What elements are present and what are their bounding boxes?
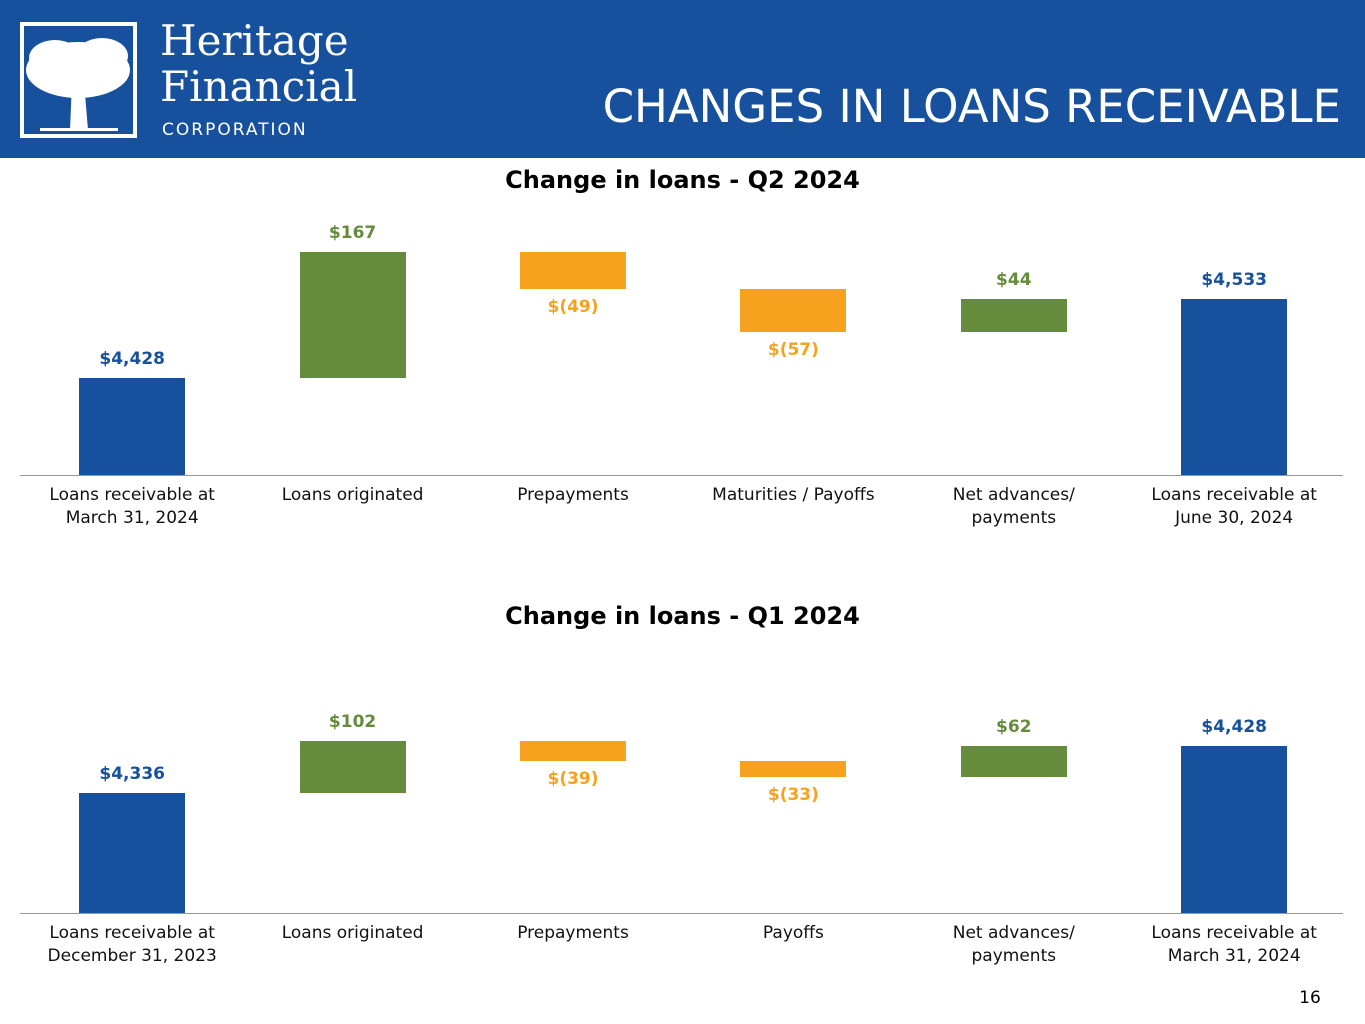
- x-tick-label: Maturities / Payoffs: [712, 485, 875, 505]
- company-sub: CORPORATION: [162, 120, 308, 140]
- header-bar: Heritage Financial CORPORATION CHANGES I…: [0, 0, 1365, 158]
- bar: [1181, 298, 1288, 475]
- value-label: $(57): [767, 339, 819, 360]
- x-tick-label: Net advances/ payments: [952, 485, 1075, 528]
- x-tick-label: Prepayments: [517, 485, 629, 505]
- logo: [20, 22, 137, 138]
- value-label: $(39): [547, 768, 599, 789]
- page-number: 16: [1299, 988, 1321, 1008]
- value-label: $4,336: [99, 763, 165, 784]
- x-axis: [20, 913, 1343, 914]
- value-label: $4,428: [1201, 716, 1267, 737]
- x-tick-label: Loans originated: [281, 923, 424, 943]
- value-label: $(49): [547, 296, 599, 317]
- bar: [520, 740, 626, 761]
- value-label: $62: [996, 716, 1032, 737]
- value-label: $44: [996, 269, 1032, 290]
- bar: [299, 251, 406, 379]
- x-tick-label: Loans receivable at March 31, 2024: [1151, 923, 1317, 966]
- company-line: Heritage: [160, 16, 349, 65]
- x-tick-label: Net advances/ payments: [952, 923, 1075, 966]
- bar: [960, 745, 1067, 778]
- bar: [79, 792, 186, 913]
- x-tick-label: Loans receivable at December 31, 2023: [47, 923, 217, 966]
- x-tick-label: Prepayments: [517, 923, 629, 943]
- bar: [740, 760, 847, 778]
- value-label: $4,428: [99, 349, 165, 370]
- x-tick-label: Loans receivable at June 30, 2024: [1151, 485, 1317, 528]
- bar: [960, 298, 1067, 332]
- x-axis: [20, 475, 1343, 476]
- value-label: $(33): [767, 785, 819, 806]
- value-label: $167: [328, 222, 377, 243]
- bar: [740, 288, 847, 332]
- bar: [520, 251, 626, 289]
- chart-title: Change in loans - Q1 2024: [505, 602, 860, 630]
- company-line: Financial: [160, 62, 358, 111]
- bar: [1181, 745, 1288, 913]
- value-label: $4,533: [1201, 269, 1267, 290]
- bar: [299, 740, 406, 793]
- slide-title: CHANGES IN LOANS RECEIVABLE: [602, 80, 1341, 133]
- bar: [79, 378, 186, 475]
- x-tick-label: Payoffs: [762, 923, 824, 943]
- x-tick-label: Loans originated: [281, 485, 424, 505]
- x-tick-label: Loans receivable at March 31, 2024: [49, 485, 215, 528]
- chart-title: Change in loans - Q2 2024: [505, 166, 860, 194]
- value-label: $102: [328, 711, 377, 732]
